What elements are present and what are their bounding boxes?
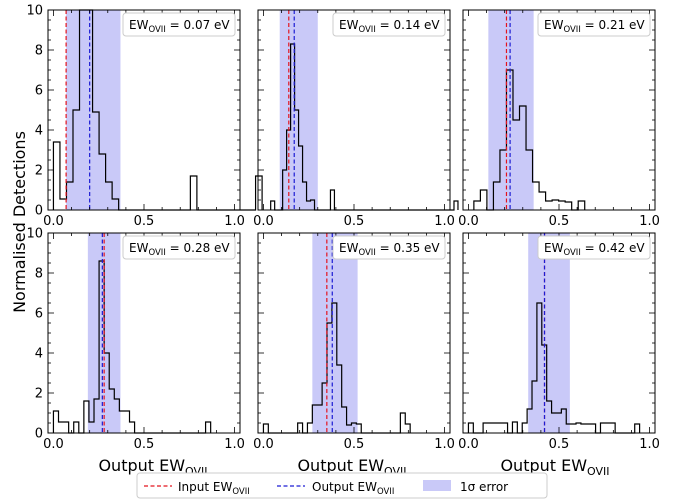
error-band bbox=[528, 233, 570, 433]
annotation-box bbox=[122, 12, 236, 37]
x-tick-label: 0.5 bbox=[344, 214, 365, 229]
y-tick-label: 2 bbox=[35, 164, 43, 179]
y-tick-label: 8 bbox=[35, 267, 43, 282]
y-axis-label: Normalised Detections bbox=[10, 131, 29, 313]
annotation-box bbox=[332, 12, 446, 37]
x-tick-label: 1.0 bbox=[434, 214, 455, 229]
annotation-text: EWOVII = 0.28 eV bbox=[129, 241, 230, 258]
plot-frame bbox=[47, 232, 241, 434]
y-tick-label: 0 bbox=[35, 204, 43, 219]
y-tick-label: 6 bbox=[35, 84, 43, 99]
y-tick-label: 10 bbox=[26, 4, 43, 19]
legend-band-label: 1σ error bbox=[460, 480, 508, 494]
annotation-box bbox=[332, 235, 446, 260]
y-tick-label: 4 bbox=[35, 347, 43, 362]
x-tick-label: 0.0 bbox=[458, 437, 479, 452]
x-tick-label: 1.0 bbox=[224, 437, 245, 452]
annotation-text: EWOVII = 0.42 eV bbox=[544, 241, 645, 258]
y-tick-label: 4 bbox=[35, 124, 43, 139]
error-band bbox=[488, 10, 534, 210]
x-tick-label: 0.5 bbox=[549, 214, 570, 229]
x-tick-label: 1.0 bbox=[639, 214, 660, 229]
legend-frame bbox=[136, 472, 548, 499]
x-tick-label: 1.0 bbox=[434, 437, 455, 452]
panel-2: 0.0 0.5 1.0 EWOVII = 0.14 eV bbox=[253, 9, 459, 229]
x-tick-label: 0.0 bbox=[458, 214, 479, 229]
y-tick-label: 2 bbox=[35, 387, 43, 402]
x-tick-label: 0.5 bbox=[344, 437, 365, 452]
panel-6: 0.0 0.5 1.0 EWOVII = 0.42 eV bbox=[458, 232, 660, 452]
error-band bbox=[312, 233, 358, 433]
legend-output-label: Output EWOVII bbox=[312, 480, 394, 497]
x-tick-label: 1.0 bbox=[639, 437, 660, 452]
y-tick-label: 6 bbox=[35, 307, 43, 322]
y-tick-label: 8 bbox=[35, 44, 43, 59]
x-tick-label: 0.5 bbox=[549, 437, 570, 452]
x-tick-label: 0.0 bbox=[253, 214, 274, 229]
x-tick-label: 0.5 bbox=[134, 214, 155, 229]
legend-band-swatch bbox=[423, 480, 451, 491]
x-tick-label: 0.5 bbox=[134, 437, 155, 452]
panel-3: 0.0 0.5 1.0 EWOVII = 0.21 eV bbox=[458, 9, 660, 229]
x-tick-label: 0.0 bbox=[253, 437, 274, 452]
annotation-box bbox=[537, 235, 651, 260]
x-axis-label-3: Output EWOVII bbox=[500, 456, 609, 478]
annotation-text: EWOVII = 0.21 eV bbox=[544, 18, 645, 35]
panel-5: 0.0 0.5 1.0 EWOVII = 0.35 eV bbox=[253, 232, 455, 452]
annotation-text: EWOVII = 0.35 eV bbox=[339, 241, 440, 258]
annotation-box bbox=[122, 235, 236, 260]
x-tick-label: 1.0 bbox=[224, 214, 245, 229]
y-tick-label: 0 bbox=[35, 427, 43, 442]
annotation-box bbox=[537, 12, 651, 37]
panel-4: 0.0 0.5 1.0 0 2 4 6 8 10 EWOVII = 0.28 eV bbox=[26, 227, 244, 453]
panel-1: 0.0 0.5 1.0 0 2 4 6 8 10 EWOVII = 0.07 eV bbox=[26, 4, 263, 229]
x-tick-label: 0.0 bbox=[43, 437, 64, 452]
histogram bbox=[52, 260, 212, 434]
histogram bbox=[467, 302, 641, 434]
legend-input-label: Input EWOVII bbox=[178, 480, 250, 497]
annotation-text: EWOVII = 0.14 eV bbox=[339, 18, 440, 35]
legend: Input EWOVII Output EWOVII 1σ error bbox=[136, 472, 548, 499]
x-tick-label: 0.0 bbox=[43, 214, 64, 229]
y-tick-label: 10 bbox=[26, 227, 43, 242]
annotation-text: EWOVII = 0.07 eV bbox=[129, 18, 230, 35]
